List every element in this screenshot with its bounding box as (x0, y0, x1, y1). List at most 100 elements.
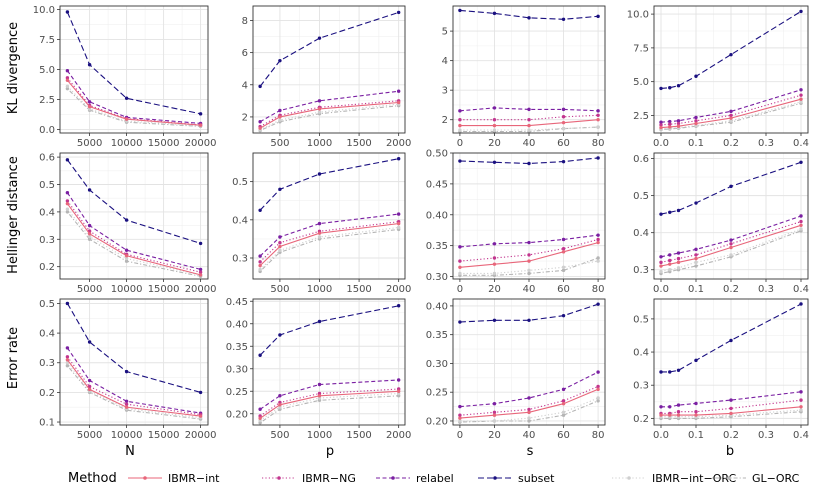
data-point-IBMR−int (729, 245, 733, 250)
data-point-subset (124, 218, 129, 222)
panel-KL-b: 0.0 0.1 0.2 0.3 0.4 2.5 5.0 7.5 10.0 (627, 5, 809, 149)
data-point-IBMR−int−ORC (258, 267, 262, 272)
data-point-relabel (676, 251, 681, 255)
data-point-relabel (396, 378, 401, 382)
tick-label-y: 0.25 (226, 387, 248, 398)
tick-label-x: 2000 (386, 430, 411, 441)
series-line-subset (66, 159, 201, 244)
data-point-subset (676, 84, 681, 88)
tick-label-y: 0.45 (226, 297, 248, 308)
data-point-IBMR−int−ORC (492, 419, 497, 423)
data-point-IBMR−int (87, 232, 92, 236)
data-point-subset (659, 212, 663, 216)
data-point-IBMR−int (65, 78, 70, 82)
tick-label-y: 0.40 (426, 301, 448, 312)
tick-label-x: 0.2 (723, 430, 739, 441)
data-point-IBMR−int−ORC (729, 253, 733, 257)
series-line-GL−ORC (66, 365, 201, 420)
data-point-relabel (729, 398, 733, 402)
data-point-IBMR−int (596, 240, 600, 245)
series-line-subset (66, 303, 201, 393)
legend-label: GL−ORC (752, 472, 800, 485)
panel-KL-s: 0 20 40 60 80 2 3 4 5 (442, 5, 606, 149)
tick-label-x: 20000 (185, 284, 217, 295)
data-point-IBMR−int (668, 413, 672, 417)
data-point-IBMR−int (65, 201, 70, 206)
data-point-subset (396, 10, 401, 15)
data-point-subset (561, 17, 566, 21)
data-point-IBMR−int (561, 120, 566, 125)
panel-HD-s: 0 20 40 60 80 0.30 0.35 0.40 0.45 0.50 (426, 149, 606, 295)
data-point-IBMR−int (659, 125, 663, 130)
data-point-subset (396, 157, 401, 161)
data-point-relabel (596, 233, 600, 237)
data-point-IBMR−NG (799, 93, 803, 97)
tick-label-y: 5.0 (633, 77, 649, 88)
tick-label-y: 0.30 (226, 364, 248, 375)
tick-label-x: 0.0 (653, 430, 669, 441)
series-line-subset (459, 9, 599, 20)
tick-label-x: 5000 (77, 284, 102, 295)
data-point-subset (458, 8, 462, 13)
series-line-IBMR−NG (259, 388, 399, 417)
data-point-IBMR−int (87, 387, 92, 392)
data-point-IBMR−NG (87, 384, 92, 389)
data-point-IBMR−int (124, 405, 129, 409)
tick-label-x: 20000 (185, 430, 217, 441)
data-point-relabel (317, 382, 322, 387)
tick-label-y: 0.4 (633, 228, 649, 239)
row-label-hellinger: Hellinger distance (6, 156, 21, 274)
data-point-subset (561, 159, 566, 164)
data-point-IBMR−int−ORC (396, 225, 401, 230)
tick-label-y: 6 (242, 48, 248, 59)
data-point-relabel (492, 106, 497, 110)
tick-label-y: 2 (242, 112, 248, 123)
panel-border (653, 298, 809, 426)
data-point-IBMR−int (317, 231, 322, 235)
data-point-relabel (87, 378, 92, 383)
data-point-IBMR−NG (694, 119, 698, 123)
tick-label-y: 10.0 (627, 10, 649, 21)
legend-key-point (727, 476, 731, 480)
tick-label-y: 0.3 (633, 381, 649, 392)
data-point-IBMR−int−ORC (124, 256, 129, 261)
data-point-subset (278, 333, 282, 337)
panel-ER-s: 0 20 40 60 80 0.20 0.25 0.30 0.35 0.40 (426, 298, 606, 441)
series-line-IBMR−NG (66, 77, 201, 126)
data-point-relabel (561, 387, 566, 392)
tick-label-x: 0.0 (653, 284, 669, 295)
data-point-IBMR−int−ORC (458, 419, 462, 423)
legend-title: Method (68, 471, 117, 486)
data-point-relabel (458, 404, 462, 409)
data-point-IBMR−NG (676, 256, 681, 261)
data-point-IBMR−int (124, 254, 129, 258)
data-point-relabel (561, 107, 566, 112)
data-point-IBMR−NG (659, 123, 663, 127)
data-point-relabel (458, 245, 462, 249)
series-line-IBMR−NG (66, 200, 201, 273)
data-point-relabel (124, 248, 129, 252)
data-point-subset (198, 112, 203, 116)
series-line-IBMR−int (66, 203, 201, 276)
tick-label-y: 0.6 (39, 153, 55, 164)
data-point-subset (676, 368, 681, 372)
data-point-IBMR−NG (596, 384, 600, 389)
data-point-subset (527, 318, 531, 322)
series-line-IBMR−int−ORC (259, 103, 399, 131)
series-line-IBMR−int−ORC (259, 392, 399, 421)
legend-item-IBMR−NG: IBMR−NG (262, 472, 356, 485)
tick-label-x: 0 (457, 284, 463, 295)
data-point-GL−ORC (596, 256, 600, 260)
tick-label-x: 0.2 (723, 284, 739, 295)
data-point-relabel (396, 89, 401, 93)
data-point-IBMR−int−ORC (729, 119, 733, 123)
panel-ER-N: 5000 10000 15000 20000 0.1 0.2 0.3 0.4 0.5 (39, 298, 217, 441)
tick-label-x: 0.1 (688, 430, 704, 441)
data-point-relabel (799, 214, 803, 218)
tick-label-y: 0.20 (426, 416, 448, 427)
data-point-IBMR−int−ORC (799, 100, 803, 104)
series-line-IBMR−int−ORC (67, 85, 201, 127)
data-point-IBMR−int (694, 413, 698, 417)
tick-label-x: 0.1 (688, 284, 704, 295)
panel-KL-p: 500 1000 1500 2000 2 4 6 8 (242, 5, 411, 149)
